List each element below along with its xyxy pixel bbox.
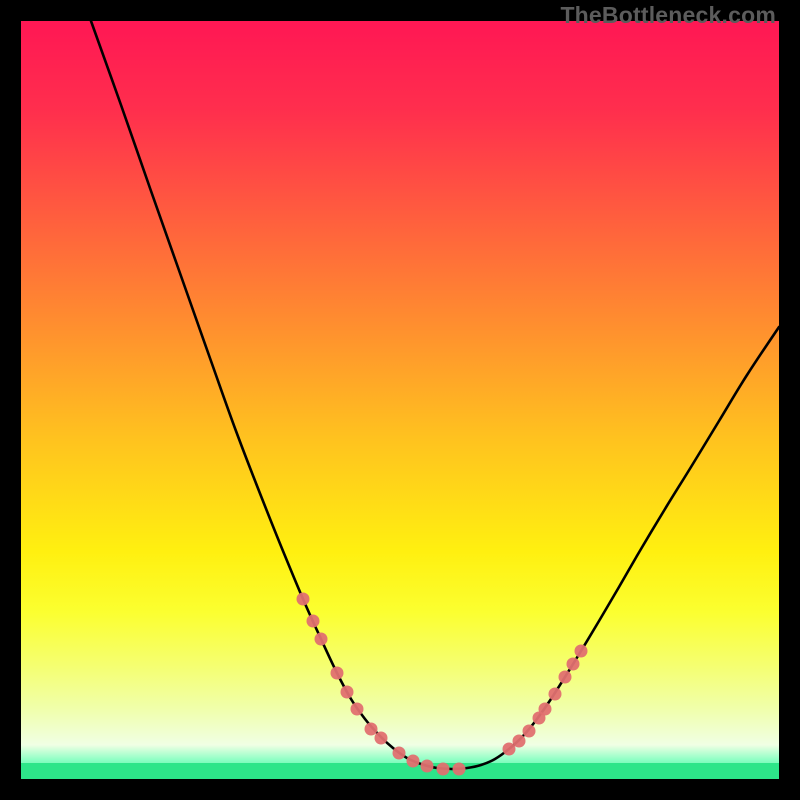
watermark-text: TheBottleneck.com	[560, 2, 776, 29]
curve-left-curve	[91, 21, 453, 769]
marker-left	[375, 732, 388, 745]
marker-left	[437, 763, 450, 776]
marker-left	[393, 747, 406, 760]
marker-left	[365, 723, 378, 736]
marker-right	[539, 703, 552, 716]
marker-left	[421, 760, 434, 773]
marker-right	[567, 658, 580, 671]
marker-left	[331, 667, 344, 680]
marker-left	[351, 703, 364, 716]
marker-right	[575, 645, 588, 658]
marker-left	[315, 633, 328, 646]
marker-left	[297, 593, 310, 606]
marker-right	[523, 725, 536, 738]
marker-left	[453, 763, 466, 776]
marker-left	[341, 686, 354, 699]
marker-left	[307, 615, 320, 628]
bottleneck-curve	[21, 21, 779, 779]
curve-right-curve	[453, 327, 779, 769]
marker-right	[559, 671, 572, 684]
marker-right	[549, 688, 562, 701]
plot-area	[21, 21, 779, 779]
marker-left	[407, 755, 420, 768]
marker-right	[513, 735, 526, 748]
